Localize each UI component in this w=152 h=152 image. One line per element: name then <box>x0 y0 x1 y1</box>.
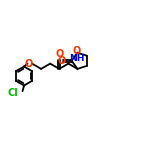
Text: Cl: Cl <box>8 88 19 98</box>
Text: O: O <box>73 46 81 56</box>
Text: O: O <box>57 56 66 66</box>
Text: O: O <box>55 49 63 59</box>
Text: NH: NH <box>69 54 84 63</box>
Text: O: O <box>25 59 33 69</box>
